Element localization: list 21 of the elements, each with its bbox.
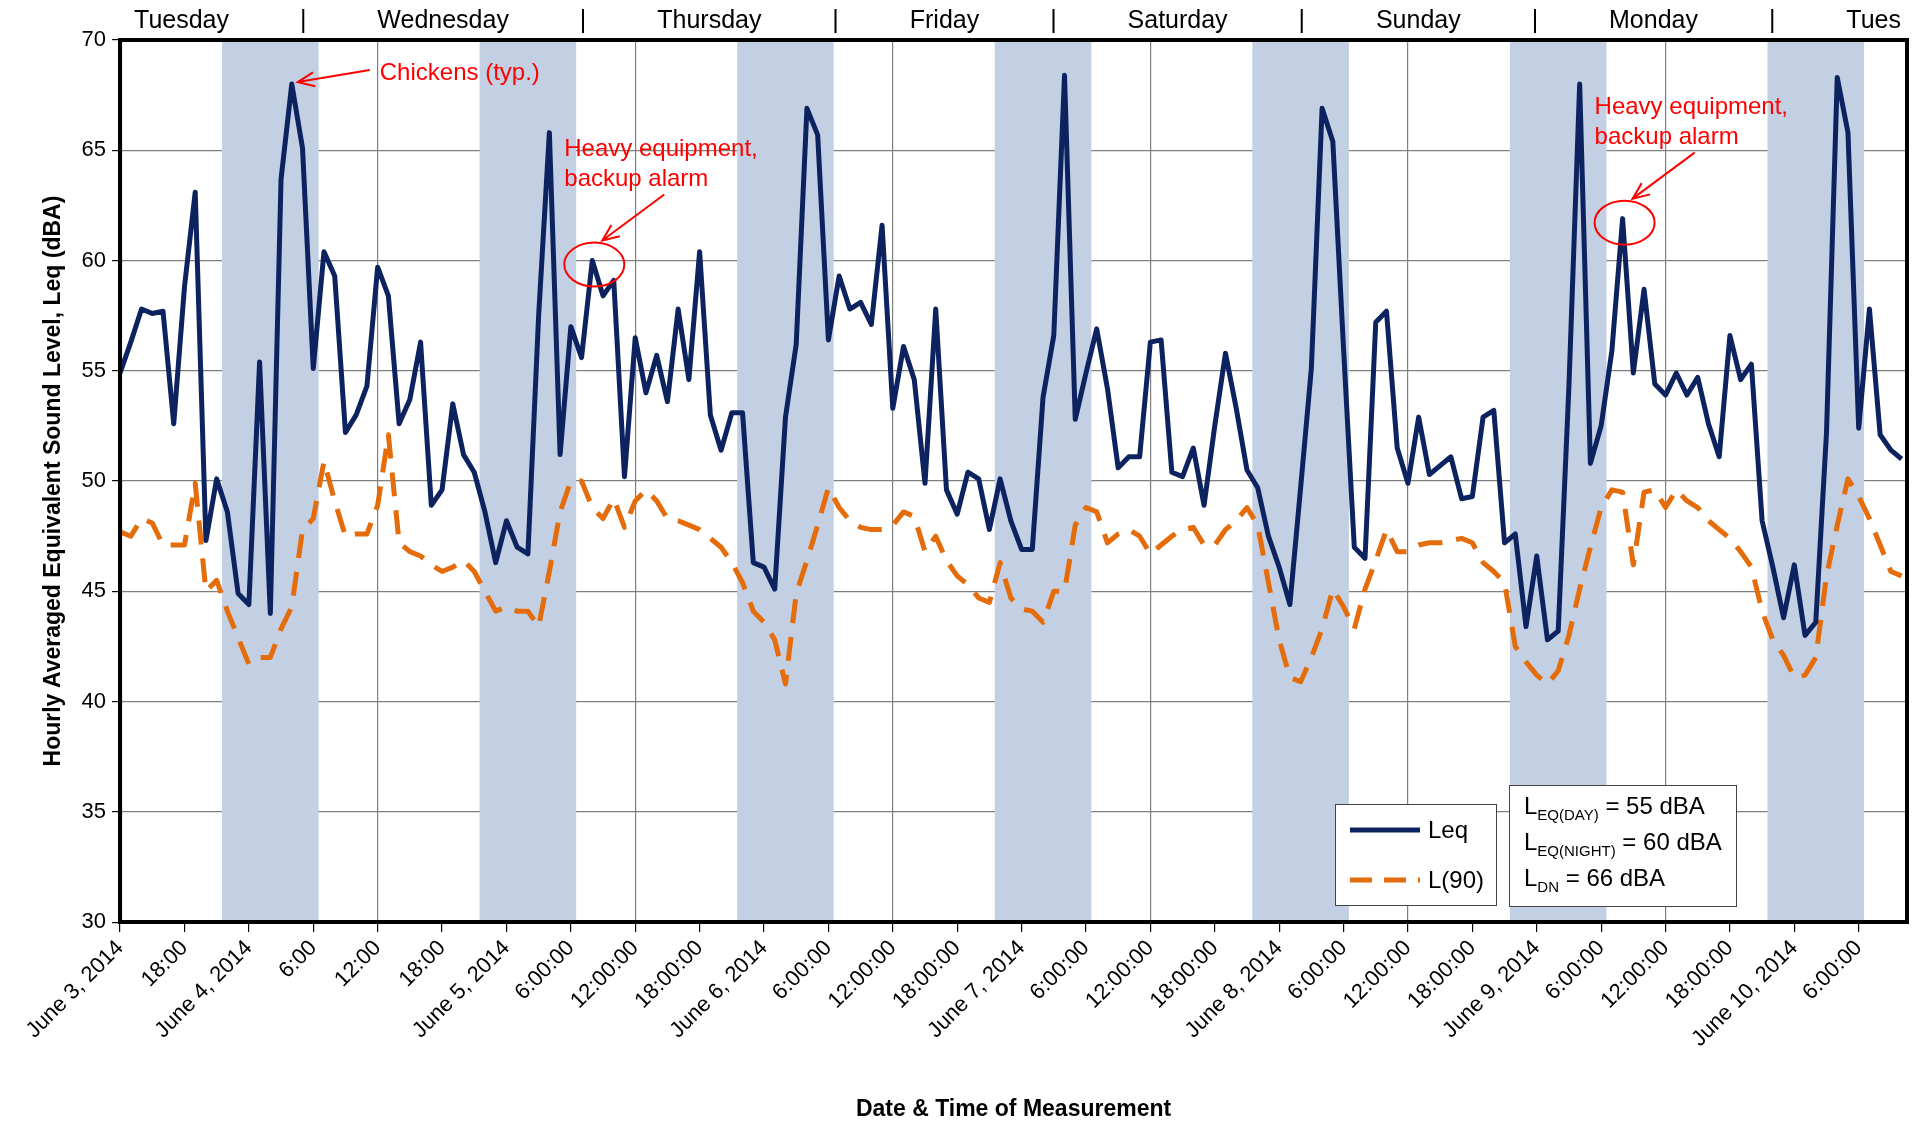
x-axis-title: Date & Time of Measurement bbox=[855, 1094, 1172, 1121]
y-tick-label: 60 bbox=[81, 246, 107, 272]
legend-label: L(90) bbox=[1428, 866, 1485, 895]
annotation: Heavy equipment, backup alarm bbox=[1594, 90, 1789, 151]
y-tick-label: 45 bbox=[81, 577, 107, 603]
y-tick-label: 40 bbox=[81, 687, 107, 713]
annotation: L$_{EQ(NIGHT)}$ = 60 dBA bbox=[1524, 827, 1722, 861]
annotation: L$_{DN}$ = 66 dBA bbox=[1524, 863, 1667, 897]
y-tick-label: 50 bbox=[81, 467, 107, 493]
annotation: Heavy equipment, backup alarm bbox=[564, 132, 758, 193]
y-tick-label: 55 bbox=[81, 356, 107, 382]
y-tick-label: 70 bbox=[81, 26, 107, 52]
y-axis-title: Hourly Averaged Equivalent Sound Level, Leq (dBA) bbox=[39, 195, 66, 767]
text: Tuesday | Wednesday | Thursday | Friday | Saturday | Sunday | Monday | Tues bbox=[134, 5, 1901, 33]
y-tick-label: 30 bbox=[81, 908, 107, 934]
annotation: Chickens (typ.) bbox=[379, 57, 540, 88]
legend-label: Leq bbox=[1428, 816, 1469, 845]
x-tick-label: 6:00 bbox=[273, 934, 322, 983]
y-tick-label: 35 bbox=[81, 797, 107, 823]
y-tick-label: 65 bbox=[81, 136, 107, 162]
annotation: L$_{EQ(DAY)}$ = 55 dBA bbox=[1524, 792, 1706, 825]
